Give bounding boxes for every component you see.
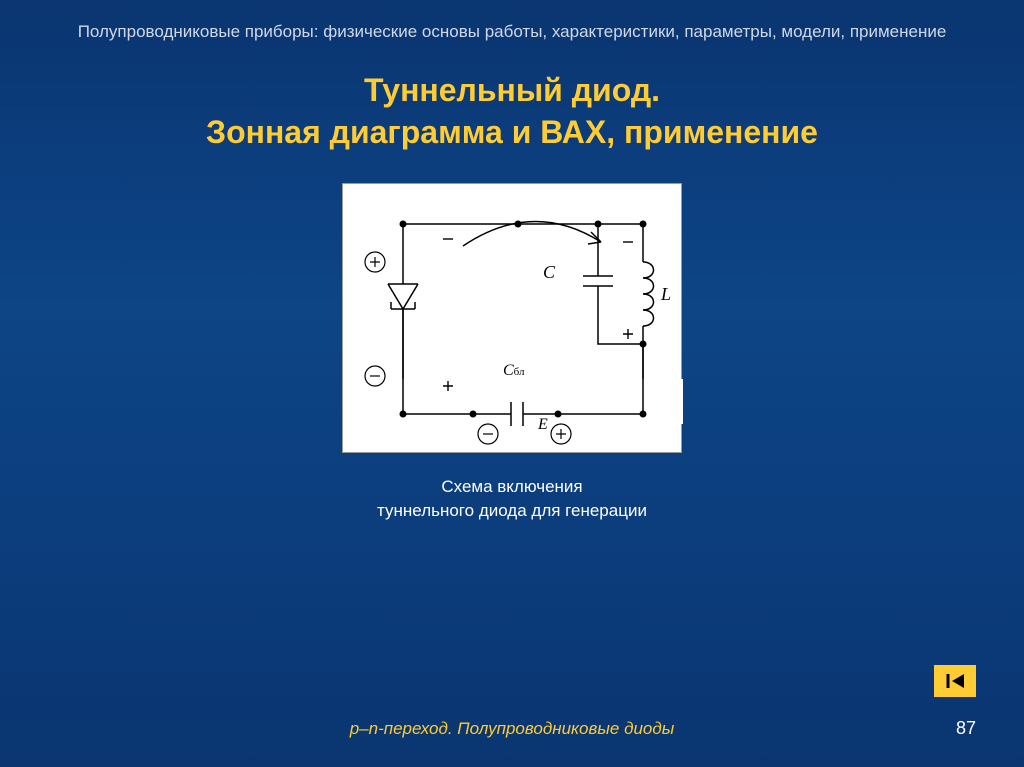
slide-title: Туннельный диод. Зонная диаграмма и ВАХ,…: [0, 70, 1024, 153]
diagram-caption: Схема включения туннельного диода для ге…: [0, 475, 1024, 523]
caption-line-2: туннельного диода для генерации: [377, 501, 647, 520]
diagram-container: C L Cбл E: [0, 183, 1024, 453]
page-number: 87: [956, 718, 976, 739]
title-line-1: Туннельный диод.: [364, 72, 660, 108]
footer-text: p–n-переход. Полупроводниковые диоды: [0, 719, 1024, 739]
title-line-2: Зонная диаграмма и ВАХ, применение: [206, 114, 818, 150]
header-text: Полупроводниковые приборы: физические ос…: [0, 0, 1024, 42]
label-E: E: [538, 416, 548, 434]
label-Cbl: Cбл: [503, 362, 524, 380]
footer-label: p–n-переход. Полупроводниковые диоды: [350, 719, 675, 738]
label-C: C: [543, 262, 555, 283]
nav-prev-button[interactable]: [934, 665, 976, 697]
caption-line-1: Схема включения: [441, 477, 582, 496]
circuit-svg: [343, 184, 683, 454]
label-L: L: [661, 284, 671, 305]
circuit-diagram: C L Cбл E: [342, 183, 682, 453]
nav-prev-icon: [944, 672, 966, 690]
